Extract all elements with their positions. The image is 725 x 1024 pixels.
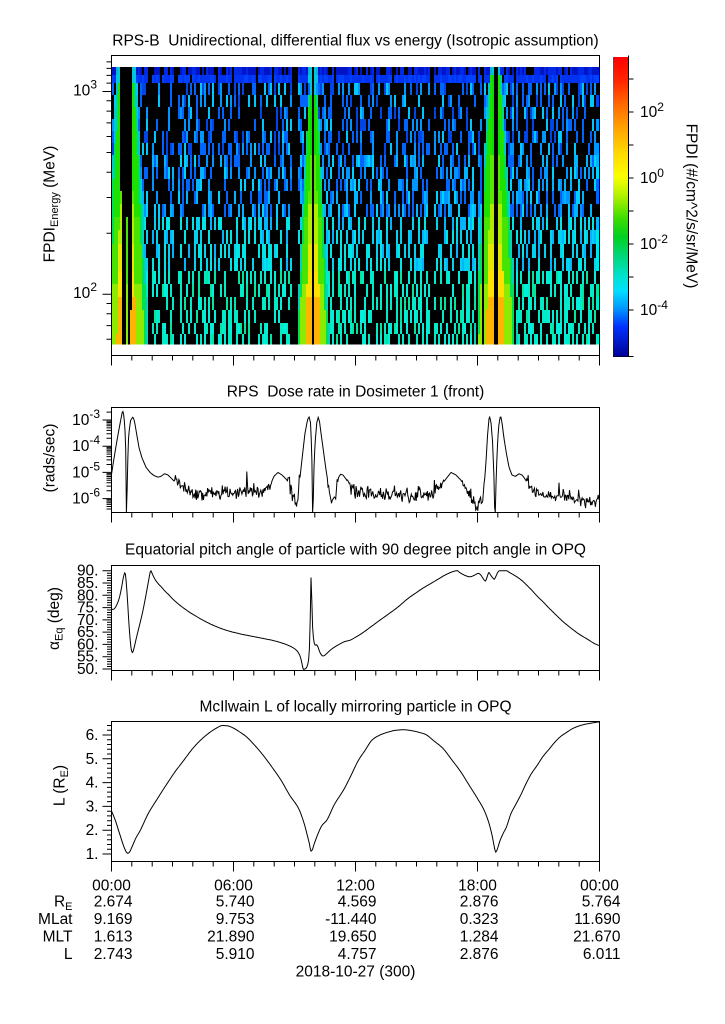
svg-text:11.690: 11.690 <box>574 911 621 928</box>
svg-text:-11.440: -11.440 <box>325 911 377 928</box>
svg-text:MLat: MLat <box>38 911 73 928</box>
svg-text:RPS Dose rate in Dosimeter 1: RPS Dose rate in Dosimeter 1 (front) <box>227 384 485 401</box>
svg-text:21.890: 21.890 <box>207 929 255 946</box>
svg-text:70.: 70. <box>77 612 99 629</box>
svg-text:2.743: 2.743 <box>94 946 133 963</box>
svg-text:21.670: 21.670 <box>573 929 621 946</box>
svg-text:MLT: MLT <box>43 929 73 946</box>
svg-text:80.: 80. <box>77 587 99 604</box>
svg-text:18:00: 18:00 <box>458 878 497 895</box>
svg-text:FPDI (#/cm^2/s/sr/MeV): FPDI (#/cm^2/s/sr/MeV) <box>683 124 700 289</box>
svg-text:60.: 60. <box>77 636 99 653</box>
svg-text:85.: 85. <box>77 575 99 592</box>
svg-text:9.753: 9.753 <box>216 911 255 928</box>
svg-text:50.: 50. <box>77 661 99 678</box>
svg-text:65.: 65. <box>77 624 99 641</box>
svg-text:00:00: 00:00 <box>92 878 131 895</box>
svg-text:5.: 5. <box>86 751 99 768</box>
svg-text:5.740: 5.740 <box>216 894 255 911</box>
svg-text:Equatorial pitch angle of part: Equatorial pitch angle of particle with … <box>125 542 586 559</box>
svg-text:4.569: 4.569 <box>338 894 377 911</box>
svg-text:00:00: 00:00 <box>580 878 619 895</box>
svg-text:6.: 6. <box>86 727 99 744</box>
svg-text:RPS-B Unidirectional, differe: RPS-B Unidirectional, differential flux … <box>112 33 598 50</box>
svg-text:(rads/sec): (rads/sec) <box>42 424 59 493</box>
svg-text:1.284: 1.284 <box>460 929 499 946</box>
svg-text:0.323: 0.323 <box>460 911 499 928</box>
svg-text:FPDIEnergy (MeV): FPDIEnergy (MeV) <box>42 146 62 263</box>
svg-text:2.876: 2.876 <box>460 946 499 963</box>
svg-text:1.613: 1.613 <box>94 929 133 946</box>
svg-text:90.: 90. <box>77 563 99 580</box>
svg-text:75.: 75. <box>77 600 99 617</box>
svg-text:2.: 2. <box>86 822 99 839</box>
svg-text:6.011: 6.011 <box>583 946 621 963</box>
svg-text:2.876: 2.876 <box>460 894 499 911</box>
svg-text:2018-10-27 (300): 2018-10-27 (300) <box>296 964 416 981</box>
svg-text:4.: 4. <box>86 775 99 792</box>
svg-text:4.757: 4.757 <box>338 946 377 963</box>
svg-text:McIlwain L of locally mirrorin: McIlwain L of locally mirroring particle… <box>199 699 511 716</box>
svg-text:06:00: 06:00 <box>214 878 253 895</box>
svg-text:9.169: 9.169 <box>94 911 133 928</box>
svg-text:5.910: 5.910 <box>216 946 255 963</box>
svg-text:L: L <box>64 946 73 963</box>
svg-text:19.650: 19.650 <box>329 929 377 946</box>
svg-text:1.: 1. <box>86 846 99 863</box>
svg-text:55.: 55. <box>77 649 99 666</box>
svg-text:12:00: 12:00 <box>336 878 375 895</box>
svg-text:5.764: 5.764 <box>582 894 621 911</box>
svg-text:3.: 3. <box>86 798 99 815</box>
svg-text:2.674: 2.674 <box>94 894 133 911</box>
